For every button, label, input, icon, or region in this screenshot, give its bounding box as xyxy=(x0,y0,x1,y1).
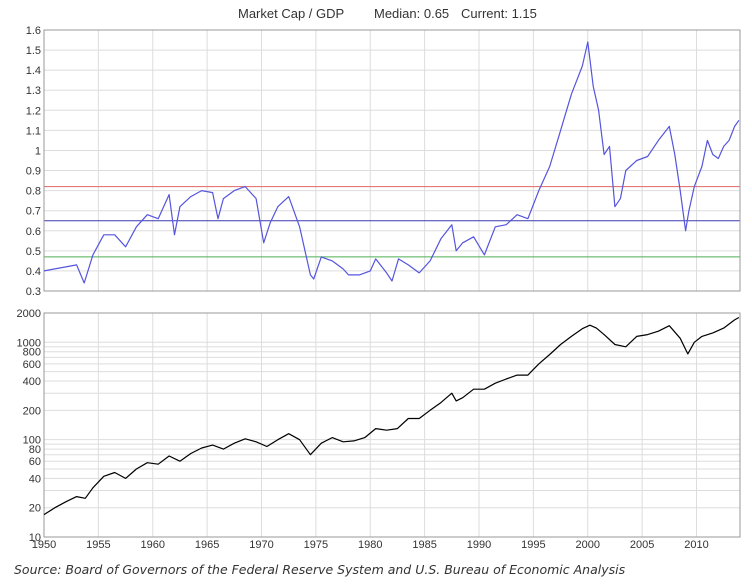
y-tick-label: 1.6 xyxy=(26,25,41,37)
y-tick-label: 400 xyxy=(23,376,41,388)
y-tick-label: 2000 xyxy=(17,308,41,320)
y-tick-label: 80 xyxy=(29,444,41,456)
y-tick-label: 1.2 xyxy=(26,105,41,117)
x-tick-label: 2010 xyxy=(684,539,708,551)
y-tick-label: 10 xyxy=(29,532,41,544)
x-tick-label: 1970 xyxy=(249,539,273,551)
chart-title-text: Market Cap / GDP xyxy=(238,6,344,21)
x-tick-label: 1985 xyxy=(412,539,436,551)
y-tick-label: 0.6 xyxy=(26,226,41,238)
y-tick-label: 40 xyxy=(29,473,41,485)
x-tick-label: 1955 xyxy=(86,539,110,551)
y-tick-label: 0.4 xyxy=(26,266,41,278)
chart-median-label: Median: 0.65 xyxy=(374,6,449,21)
y-tick-label: 20 xyxy=(29,503,41,515)
x-tick-label: 1975 xyxy=(304,539,328,551)
x-tick-label: 1980 xyxy=(358,539,382,551)
series-line xyxy=(43,316,740,516)
plot-frame xyxy=(43,29,741,292)
y-tick-label: 600 xyxy=(23,359,41,371)
chart-current-label: Current: 1.15 xyxy=(461,6,537,21)
y-tick-label: 200 xyxy=(23,405,41,417)
y-tick-label: 1 xyxy=(35,145,41,157)
y-tick-label: 0.7 xyxy=(26,206,41,218)
x-tick-label: 2000 xyxy=(576,539,600,551)
series-line xyxy=(43,41,740,284)
y-tick-label: 0.5 xyxy=(26,246,41,258)
x-tick-label: 1990 xyxy=(467,539,491,551)
y-tick-label: 1.5 xyxy=(26,45,41,57)
y-tick-label: 1.3 xyxy=(26,85,41,97)
chart-title: Market Cap / GDP Median: 0.65 Current: 1… xyxy=(238,6,537,21)
y-tick-label: 100 xyxy=(23,435,41,447)
x-tick-label: 1965 xyxy=(195,539,219,551)
ratio-panel: 0.3 0.4 0.5 0.6 0.7 0.8 0.9 1 1.1 1.2 1.3 1.4 1.5 1.6 xyxy=(26,25,741,298)
source-note: Source: Board of Governors of the Federa… xyxy=(14,562,626,577)
y-tick-label: 0.9 xyxy=(26,166,41,178)
plot-frame xyxy=(43,312,741,538)
y-tick-label: 0.3 xyxy=(26,286,41,298)
y-tick-label: 60 xyxy=(29,456,41,468)
y-tick-label: 1.4 xyxy=(26,65,41,77)
y-tick-label: 1000 xyxy=(17,337,41,349)
x-tick-label: 1960 xyxy=(141,539,165,551)
x-tick-label: 1995 xyxy=(521,539,545,551)
y-tick-label: 0.8 xyxy=(26,186,41,198)
x-tick-label: 2005 xyxy=(630,539,654,551)
x-tick-label: 1950 xyxy=(32,539,56,551)
y-tick-label: 800 xyxy=(23,347,41,359)
y-tick-label: 1.1 xyxy=(26,125,41,137)
